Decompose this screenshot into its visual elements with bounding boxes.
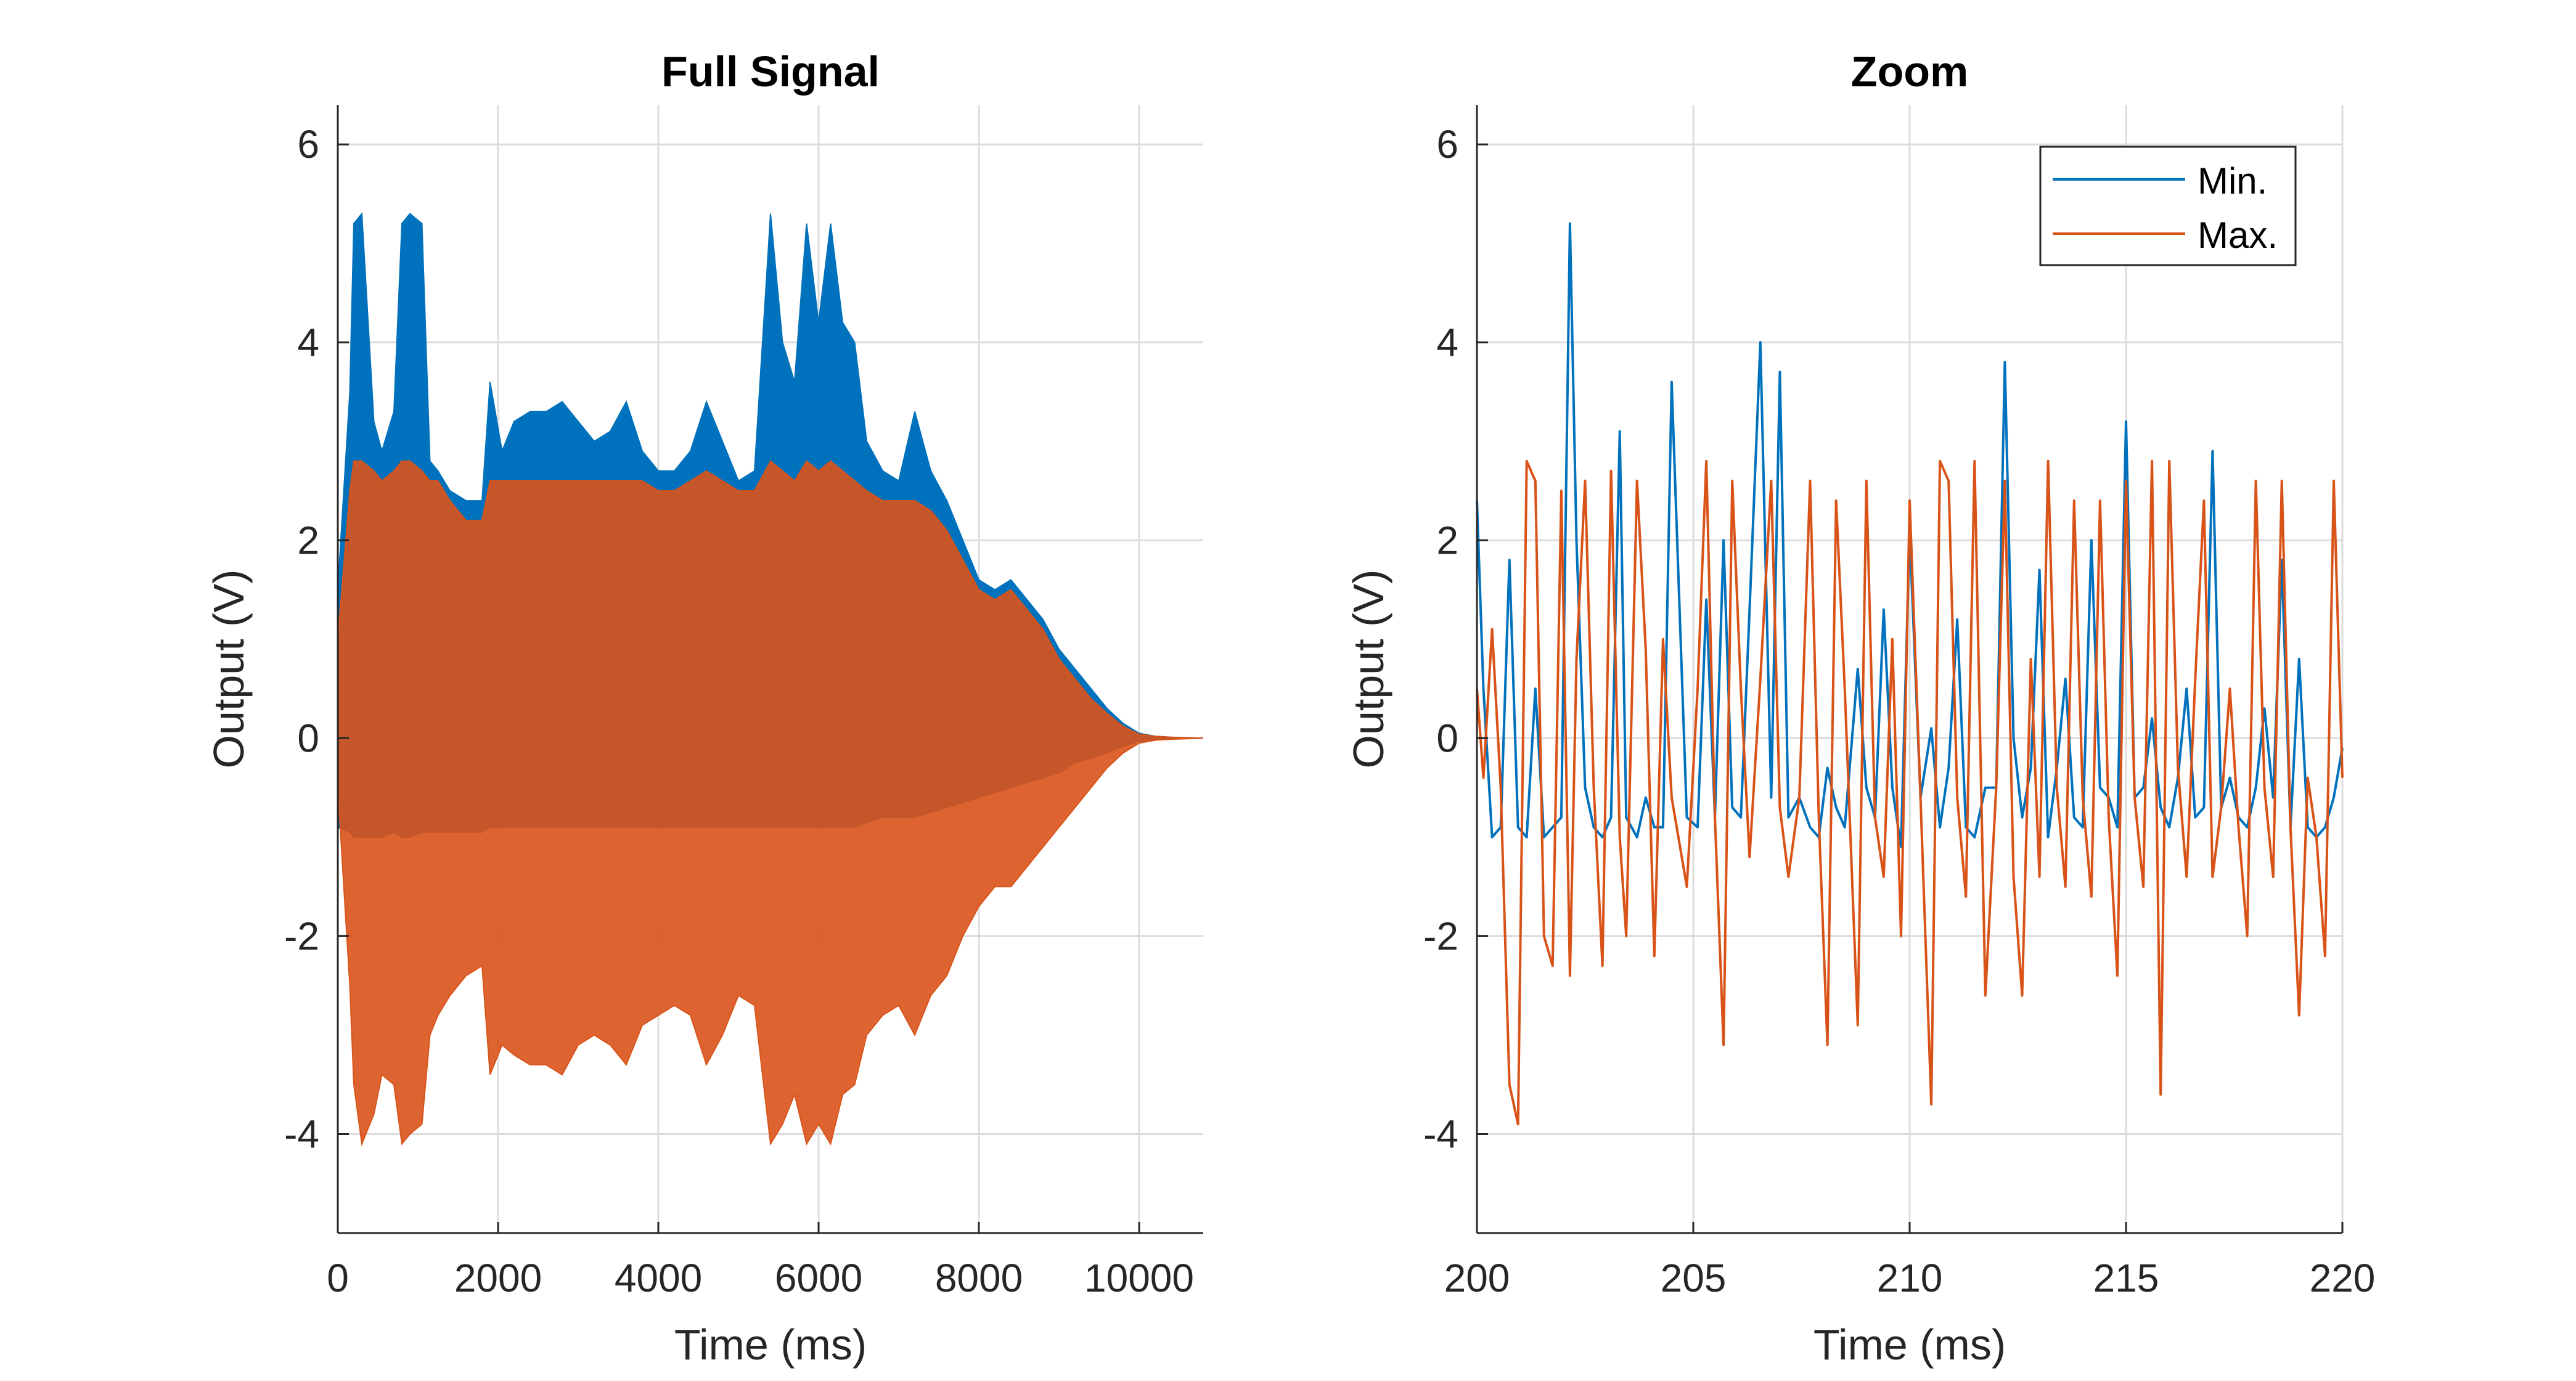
- legend-label-max: Max.: [2198, 215, 2278, 256]
- axes: [337, 105, 1203, 1234]
- x-axis-label: Time (ms): [674, 1321, 867, 1369]
- y-axis-label: Output (V): [205, 570, 253, 769]
- y-tick-label: 4: [1436, 320, 1458, 364]
- series-layer: [337, 211, 1204, 1147]
- chart-title: Zoom: [1851, 47, 1969, 96]
- x-tick-label: 200: [1444, 1256, 1510, 1300]
- y-tick-label: 0: [1436, 716, 1458, 760]
- series-layer: [1476, 222, 2344, 1126]
- ticks: 200 205 210 215 220 -4 -2 0 2 4 6: [1423, 122, 2375, 1300]
- y-tick-label: -2: [1423, 914, 1458, 958]
- y-tick-label: -4: [1423, 1112, 1458, 1156]
- legend[interactable]: Min. Max.: [2039, 145, 2297, 266]
- x-tick-label: 210: [1877, 1256, 1943, 1300]
- y-tick-label: 2: [1436, 518, 1458, 562]
- y-tick-label: 4: [297, 320, 319, 364]
- legend-label-min: Min.: [2198, 160, 2267, 202]
- y-tick-label: 0: [297, 716, 319, 760]
- x-tick-label: 0: [327, 1256, 349, 1300]
- y-tick-label: -4: [284, 1112, 319, 1156]
- full-signal-panel: 0 2000 4000 6000 8000 10000 -4 -2 0 2 4 6 Full Sign…: [205, 47, 1204, 1369]
- zoom-panel: 200 205 210 215 220 -4 -2 0 2 4 6 Zoom Time (ms) O…: [1344, 47, 2375, 1369]
- x-tick-label: 215: [2093, 1256, 2159, 1300]
- y-tick-label: 2: [297, 518, 319, 562]
- y-tick-label: -2: [284, 914, 319, 958]
- y-tick-label: 6: [297, 122, 319, 166]
- series-envelope-1: [337, 460, 1204, 1147]
- chart-title: Full Signal: [661, 47, 880, 96]
- series-line-1: [1476, 459, 2344, 1126]
- axes: [1476, 105, 2342, 1234]
- x-axis-label: Time (ms): [1813, 1321, 2006, 1369]
- x-tick-label: 10000: [1084, 1256, 1194, 1300]
- y-tick-label: 6: [1436, 122, 1458, 166]
- legend-box: [2039, 145, 2297, 266]
- x-tick-label: 205: [1661, 1256, 1727, 1300]
- x-tick-label: 4000: [615, 1256, 702, 1300]
- x-tick-label: 6000: [775, 1256, 862, 1300]
- y-axis-label: Output (V): [1344, 570, 1392, 769]
- x-tick-label: 8000: [935, 1256, 1023, 1300]
- x-tick-label: 2000: [454, 1256, 542, 1300]
- x-tick-label: 220: [2310, 1256, 2376, 1300]
